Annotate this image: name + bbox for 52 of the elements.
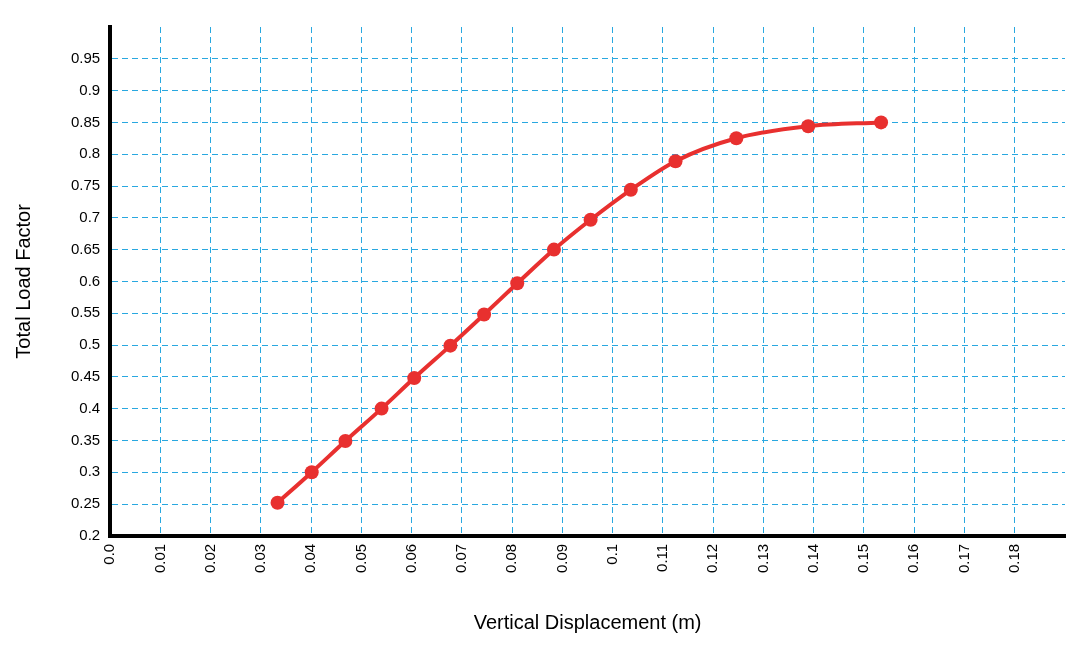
x-tick-label: 0.1 [602, 543, 620, 565]
y-tick-label: 0.75 [70, 176, 101, 194]
x-axis-title: Vertical Displacement (m) [473, 610, 702, 633]
y-tick-label: 0.55 [70, 303, 101, 321]
point [270, 495, 285, 510]
point [338, 434, 353, 449]
x-tick-label: 0.09 [552, 543, 570, 574]
y-tick-label: 0.9 [79, 80, 101, 98]
point [546, 242, 561, 257]
x-tick-label: 0.14 [803, 543, 821, 574]
x-tick-label: 0.07 [452, 543, 470, 574]
point [510, 276, 525, 291]
point [801, 119, 816, 134]
point [443, 338, 458, 353]
x-tick-label: 0.03 [251, 543, 269, 574]
y-tick-label: 0.25 [70, 494, 101, 512]
y-tick-label: 0.2 [79, 525, 101, 543]
x-tick-label: 0.0 [100, 543, 118, 565]
y-tick-label: 0.85 [70, 112, 101, 130]
y-tick-label: 0.7 [79, 207, 101, 225]
point [304, 465, 319, 480]
x-tick-label: 0.15 [854, 543, 872, 574]
y-tick-label: 0.8 [79, 144, 101, 162]
point [583, 212, 598, 227]
y-tick-label: 0.45 [70, 366, 101, 384]
x-tick-label: 0.02 [200, 543, 218, 574]
x-tick-label: 0.04 [301, 543, 319, 574]
point [668, 154, 683, 169]
point [729, 131, 744, 146]
x-tick-label: 0.08 [502, 543, 520, 574]
point [477, 307, 492, 322]
point [874, 115, 889, 130]
y-tick-label: 0.5 [79, 335, 101, 353]
y-tick-label: 0.35 [70, 430, 101, 448]
x-tick-label: 0.05 [351, 543, 369, 574]
x-tick-label: 0.11 [653, 543, 671, 572]
x-tick-label: 0.06 [401, 543, 419, 574]
x-tick-label: 0.13 [753, 543, 771, 574]
point [407, 371, 422, 386]
y-tick-label: 0.95 [70, 48, 101, 66]
point [374, 401, 389, 416]
point [623, 182, 638, 197]
y-tick-label: 0.65 [70, 239, 101, 257]
y-tick-label: 0.4 [79, 398, 101, 416]
y-tick-label: 0.3 [79, 462, 101, 480]
y-tick-label: 0.6 [79, 271, 101, 289]
x-tick-label: 0.18 [1004, 543, 1022, 574]
x-tick-label: 0.17 [954, 543, 972, 574]
x-tick-label: 0.12 [703, 543, 721, 574]
x-tick-label: 0.16 [904, 543, 922, 574]
x-tick-label: 0.01 [150, 543, 168, 574]
y-axis-title: Total Load Factor [11, 203, 34, 359]
